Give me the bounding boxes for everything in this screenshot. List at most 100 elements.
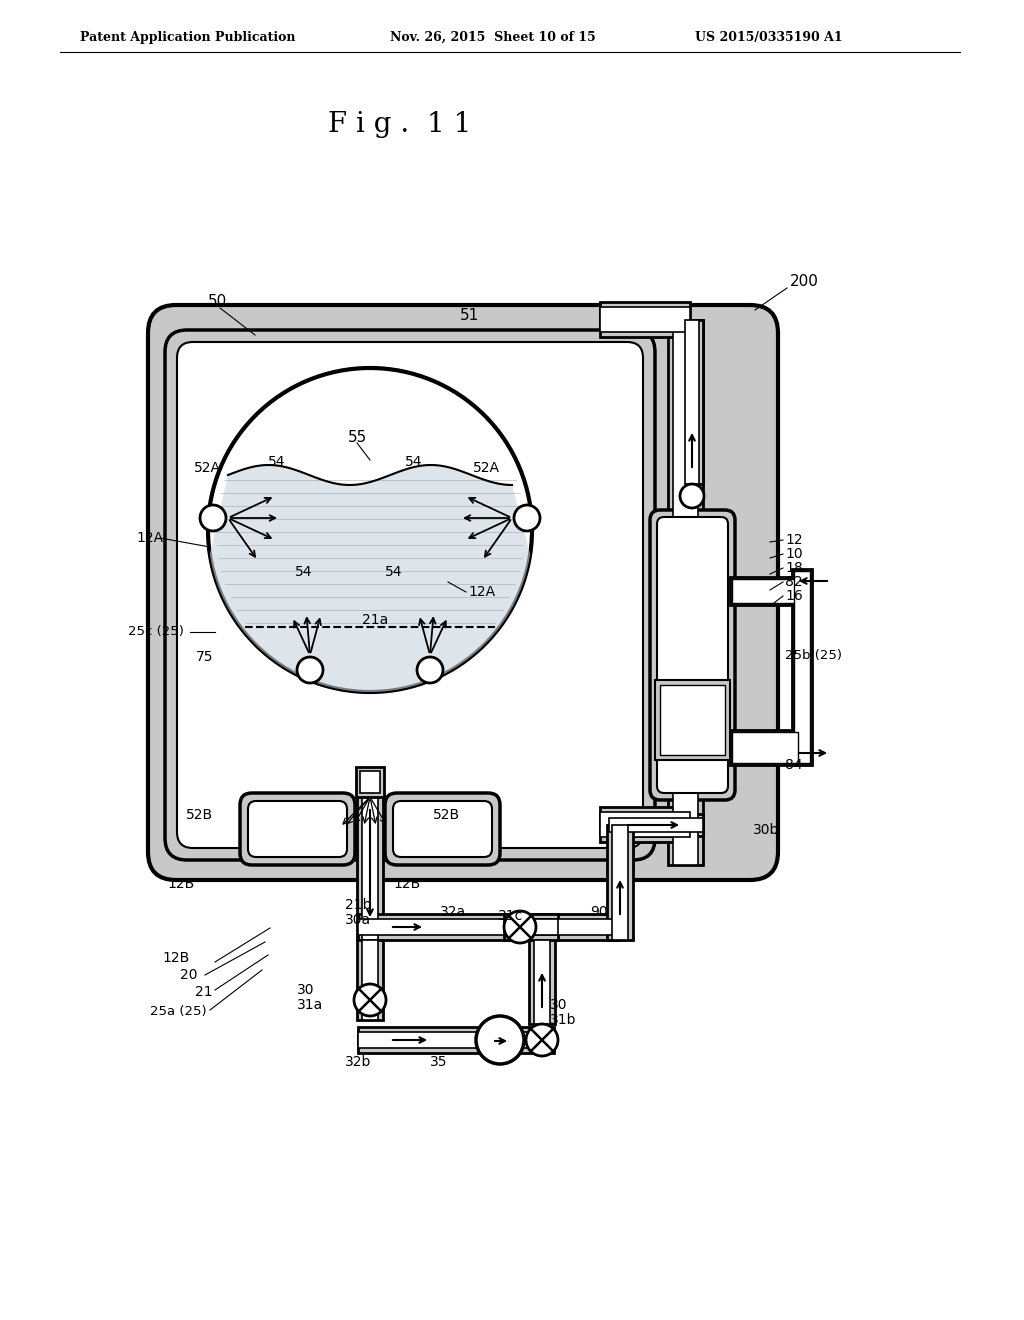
Bar — [529, 940, 555, 1024]
Bar — [600, 302, 690, 337]
Bar — [600, 308, 690, 333]
Circle shape — [476, 1016, 524, 1064]
Text: 75: 75 — [196, 649, 213, 664]
Bar — [362, 940, 378, 1020]
Text: 18: 18 — [785, 561, 803, 576]
Circle shape — [417, 657, 443, 682]
Text: 54: 54 — [295, 565, 312, 579]
Text: 52B: 52B — [186, 808, 213, 822]
Text: 12B: 12B — [393, 876, 420, 891]
Text: 200: 200 — [790, 275, 819, 289]
Bar — [607, 825, 633, 940]
FancyBboxPatch shape — [148, 305, 778, 880]
FancyBboxPatch shape — [385, 793, 500, 865]
Text: 54: 54 — [385, 565, 402, 579]
Text: 30b: 30b — [753, 822, 779, 837]
Bar — [534, 940, 550, 1024]
FancyBboxPatch shape — [393, 801, 492, 857]
Text: 30a: 30a — [345, 913, 371, 927]
Text: 52B: 52B — [433, 808, 460, 822]
Text: 55: 55 — [348, 430, 368, 446]
Bar — [685, 319, 699, 484]
Text: 82: 82 — [785, 576, 803, 589]
Bar — [358, 1032, 554, 1048]
Text: 16: 16 — [785, 589, 803, 603]
Text: 25b (25): 25b (25) — [785, 648, 842, 661]
Text: 35: 35 — [430, 1055, 447, 1069]
Bar — [732, 579, 798, 603]
Bar — [504, 913, 558, 940]
Bar — [358, 919, 620, 935]
Bar — [362, 797, 378, 940]
Text: 12B: 12B — [167, 876, 195, 891]
Bar — [792, 569, 812, 766]
Bar — [600, 812, 690, 837]
Text: Nov. 26, 2015  Sheet 10 of 15: Nov. 26, 2015 Sheet 10 of 15 — [390, 30, 596, 44]
Text: 50: 50 — [208, 294, 227, 309]
Text: 84: 84 — [785, 758, 803, 772]
Bar — [673, 319, 698, 865]
Bar — [609, 818, 703, 832]
FancyBboxPatch shape — [177, 342, 643, 847]
FancyBboxPatch shape — [657, 517, 728, 793]
Text: 31c: 31c — [498, 909, 523, 923]
Bar — [681, 319, 703, 484]
Bar — [358, 913, 620, 940]
Text: 21a: 21a — [362, 612, 388, 627]
Bar — [732, 733, 798, 763]
Text: 25a (25): 25a (25) — [150, 1006, 207, 1019]
Bar — [730, 577, 800, 605]
Circle shape — [680, 484, 705, 508]
Text: Patent Application Publication: Patent Application Publication — [80, 30, 296, 44]
Bar — [504, 919, 558, 935]
Circle shape — [504, 911, 536, 942]
Bar — [357, 797, 383, 940]
Bar — [645, 308, 685, 333]
Text: 30: 30 — [297, 983, 314, 997]
Text: 12A: 12A — [468, 585, 496, 599]
FancyBboxPatch shape — [240, 793, 355, 865]
Text: 30: 30 — [550, 998, 567, 1012]
Text: 12A: 12A — [136, 531, 163, 545]
Bar — [730, 730, 800, 766]
Bar — [660, 685, 725, 755]
Text: 21: 21 — [195, 985, 213, 999]
FancyBboxPatch shape — [248, 801, 347, 857]
Text: 31b: 31b — [550, 1012, 577, 1027]
Text: 32a: 32a — [440, 906, 466, 919]
Circle shape — [200, 506, 226, 531]
Bar — [357, 940, 383, 1020]
Bar — [645, 312, 685, 327]
Bar — [600, 807, 690, 842]
Text: 10: 10 — [785, 546, 803, 561]
Bar — [609, 814, 703, 836]
Text: 52A: 52A — [473, 461, 500, 475]
Circle shape — [526, 1024, 558, 1056]
Text: US 2015/0335190 A1: US 2015/0335190 A1 — [695, 30, 843, 44]
Text: 31a: 31a — [297, 998, 324, 1012]
Bar — [358, 1027, 554, 1053]
Bar — [668, 319, 703, 865]
Bar — [360, 771, 380, 793]
Text: 52A: 52A — [194, 461, 221, 475]
Bar — [612, 825, 628, 940]
Text: 90: 90 — [590, 906, 607, 919]
Text: 12B: 12B — [162, 950, 189, 965]
FancyBboxPatch shape — [165, 330, 655, 861]
Bar — [655, 680, 730, 760]
Text: 21b: 21b — [345, 898, 372, 912]
Bar — [794, 572, 810, 763]
Text: 25c (25): 25c (25) — [128, 626, 184, 639]
Bar — [356, 767, 384, 797]
Text: 54: 54 — [406, 455, 423, 469]
Text: 12: 12 — [785, 533, 803, 546]
Text: 51: 51 — [460, 308, 479, 322]
Circle shape — [514, 506, 540, 531]
Circle shape — [208, 368, 532, 692]
Text: 32b: 32b — [345, 1055, 372, 1069]
Polygon shape — [210, 465, 530, 692]
FancyBboxPatch shape — [650, 510, 735, 800]
Text: F i g .  1 1: F i g . 1 1 — [329, 111, 472, 139]
Text: 54: 54 — [268, 455, 286, 469]
Circle shape — [297, 657, 323, 682]
